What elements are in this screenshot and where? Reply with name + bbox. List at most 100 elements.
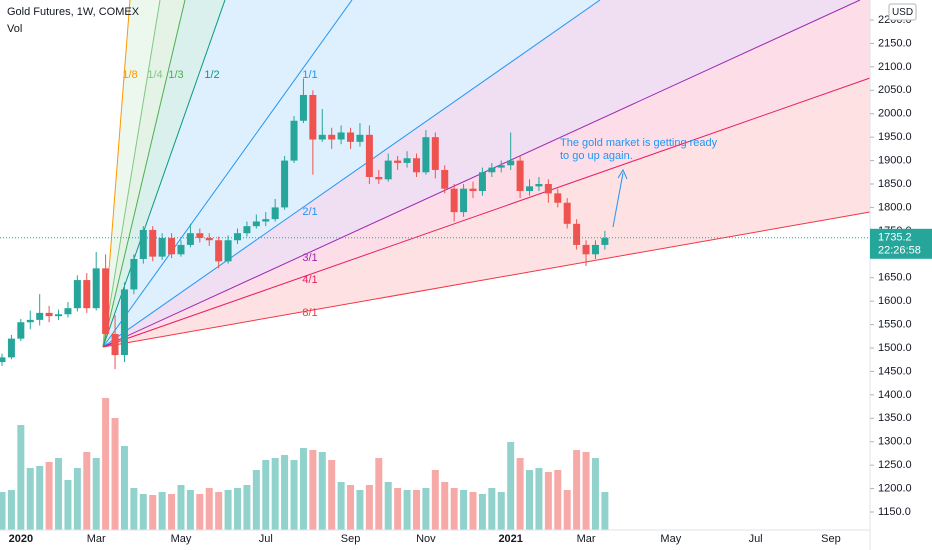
x-tick-label: Sep — [821, 533, 841, 545]
annotation: The gold market is getting ready — [560, 137, 718, 149]
volume-bar — [535, 468, 543, 530]
candle-body — [412, 158, 420, 173]
fan-label: 1/8 — [122, 69, 137, 81]
volume-bar — [215, 492, 223, 530]
y-tick-label: 1550.0 — [878, 318, 912, 330]
y-tick-label: 2100.0 — [878, 61, 912, 73]
candle-body — [526, 186, 534, 192]
volume-bar — [601, 492, 609, 530]
volume-bar — [591, 458, 599, 530]
candle-body — [196, 233, 204, 238]
candle-body — [55, 314, 63, 317]
volume-label: Vol — [7, 23, 22, 35]
candle-body — [252, 221, 260, 227]
volume-bar — [196, 494, 204, 530]
volume-bar — [478, 494, 486, 530]
volume-bar — [544, 472, 552, 530]
annotation: to go up again. — [560, 150, 633, 162]
candle-body — [290, 120, 298, 161]
currency: USD — [892, 7, 913, 18]
volume-bar — [441, 482, 449, 530]
volume-bar — [158, 492, 166, 530]
candle-body — [469, 188, 477, 192]
candle-body — [403, 158, 411, 163]
y-tick-label: 2000.0 — [878, 108, 912, 120]
volume-bar — [73, 468, 81, 530]
volume-bar — [139, 494, 147, 530]
candle-body — [7, 338, 15, 358]
fan-label: 3/1 — [302, 252, 317, 264]
volume-bar — [0, 492, 6, 530]
candle-body — [186, 233, 194, 245]
volume-bar — [36, 466, 44, 530]
y-tick-label: 2050.0 — [878, 84, 912, 96]
candle-body — [26, 319, 34, 323]
volume-bar — [318, 452, 326, 530]
candle-body — [356, 134, 364, 142]
volume-bar — [469, 492, 477, 530]
volume-bar — [7, 490, 15, 530]
candle-body — [45, 312, 53, 317]
candle-body — [281, 160, 289, 208]
volume-bar — [290, 460, 298, 530]
y-tick-label: 2150.0 — [878, 37, 912, 49]
volume-bar — [149, 495, 157, 530]
volume-bar — [582, 452, 590, 530]
volume-bar — [488, 488, 496, 530]
candle-body — [130, 258, 138, 290]
fan-label: 8/1 — [302, 307, 317, 319]
volume-bar — [450, 488, 458, 530]
fan-line — [102, 77, 871, 348]
volume-layer — [0, 398, 609, 530]
countdown: 22:26:58 — [878, 245, 921, 257]
x-tick-label: Mar — [87, 533, 106, 545]
fan-label: 1/4 — [147, 69, 162, 81]
x-tick-label: Nov — [416, 533, 436, 545]
fan-line — [102, 0, 161, 348]
candle-body — [177, 244, 185, 255]
volume-bar — [252, 470, 260, 530]
candle-body — [111, 333, 119, 356]
y-tick-label: 1900.0 — [878, 154, 912, 166]
y-tick-label: 1450.0 — [878, 365, 912, 377]
currency-box[interactable] — [888, 3, 917, 21]
candle-body — [262, 219, 270, 222]
y-tick-label: 1500.0 — [878, 342, 912, 354]
arrow-head — [617, 168, 628, 180]
volume-bar — [516, 458, 524, 530]
volume-bar — [271, 458, 279, 530]
annotation-arrow — [612, 172, 624, 228]
x-tick-label: Mar — [577, 533, 596, 545]
x-tick-label: Sep — [341, 533, 361, 545]
chart-title: Gold Futures, 1W, COMEX — [7, 6, 140, 18]
candle-body — [64, 308, 72, 315]
volume-bar — [299, 448, 307, 530]
volume-bar — [573, 450, 581, 530]
volume-bar — [507, 442, 515, 530]
volume-bar — [365, 485, 373, 530]
candle-body — [139, 229, 147, 259]
candle-body — [422, 137, 430, 173]
fan-line — [102, 0, 226, 348]
volume-bar — [234, 488, 241, 530]
candle-body — [375, 176, 383, 180]
candle-body — [394, 160, 402, 163]
x-tick-label: May — [171, 533, 192, 545]
candle-body — [158, 237, 166, 257]
fan-zone — [103, 0, 870, 347]
fan-label: 2/1 — [302, 206, 317, 218]
volume-bar — [554, 470, 562, 530]
candle-body — [205, 237, 213, 241]
volume-bar — [120, 446, 128, 530]
candle-body — [234, 233, 241, 241]
volume-bar — [26, 468, 34, 530]
volume-bar — [17, 425, 25, 530]
volume-bar — [111, 418, 119, 530]
y-tick-label: 1350.0 — [878, 412, 912, 424]
y-tick-label: 1250.0 — [878, 459, 912, 471]
candle-body — [318, 134, 326, 140]
candle-body — [516, 160, 524, 192]
volume-bar — [55, 458, 63, 530]
volume-bar — [563, 490, 571, 530]
